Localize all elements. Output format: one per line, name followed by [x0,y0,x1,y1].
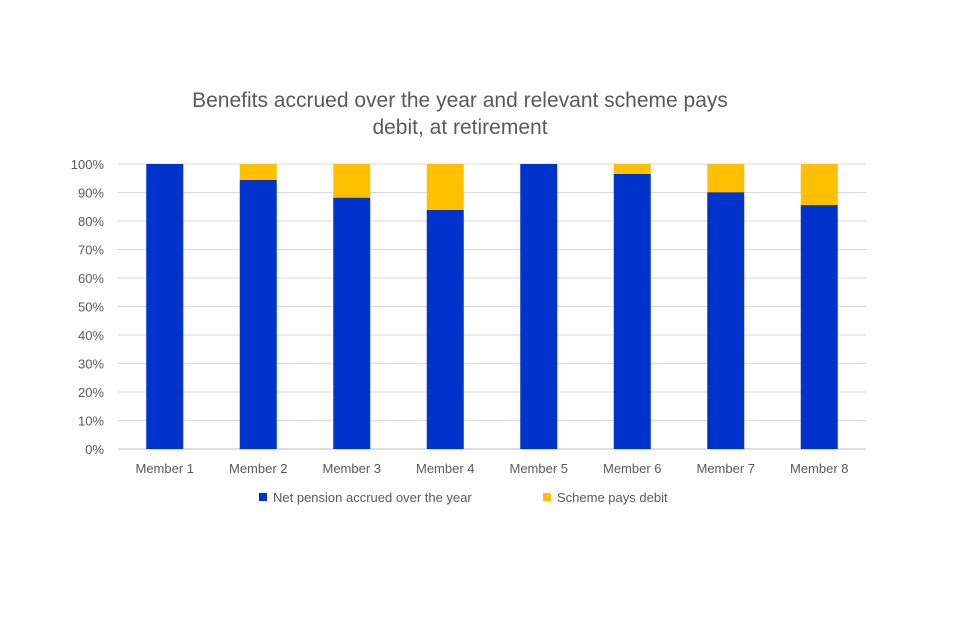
chart-title: Benefits accrued over the year and relev… [192,89,728,139]
legend-swatch [543,493,551,501]
bar-net-pension [613,173,651,449]
x-category-label: Member 4 [416,461,475,476]
y-tick-label: 30% [78,357,104,372]
bar-scheme-pays-debit [333,164,371,198]
y-tick-label: 80% [78,214,104,229]
y-axis-tick-labels: 0% 10% 20% 30% 40% 50% 60% 70% 80% 90% 100% [71,157,105,457]
bar-net-pension [426,209,464,449]
x-category-label: Member 6 [603,461,662,476]
y-tick-label: 10% [78,414,104,429]
y-tick-label: 60% [78,271,104,286]
x-category-label: Member 8 [790,461,849,476]
bar-net-pension [239,179,277,449]
chart-title-line-1: Benefits accrued over the year and relev… [192,89,728,112]
bar-scheme-pays-debit [239,164,277,180]
x-category-label: Member 1 [135,461,194,476]
y-tick-label: 70% [78,243,104,258]
bar-net-pension [333,197,371,449]
bar-net-pension [520,164,558,449]
x-category-label: Member 7 [696,461,755,476]
y-tick-label: 20% [78,385,104,400]
bar-net-pension [146,164,184,449]
y-tick-label: 40% [78,328,104,343]
bar-net-pension [800,205,838,449]
legend-label: Scheme pays debit [557,490,668,505]
y-tick-label: 90% [78,186,104,201]
bar-scheme-pays-debit [613,164,651,174]
bar-net-pension [707,192,745,449]
legend-label: Net pension accrued over the year [273,490,472,505]
chart-title-line-2: debit, at retirement [372,116,547,139]
bar-scheme-pays-debit [800,164,838,206]
bar-scheme-pays-debit [426,164,464,210]
x-axis-category-labels: Member 1 Member 2 Member 3 Member 4 Member 5… [135,461,848,476]
gridlines [118,163,866,450]
legend-swatch [259,493,267,501]
y-tick-label: 0% [85,442,104,457]
bar-scheme-pays-debit [707,164,745,193]
x-category-label: Member 3 [322,461,381,476]
x-category-label: Member 5 [509,461,568,476]
bars [146,164,838,449]
y-tick-label: 50% [78,300,104,315]
legend: Net pension accrued over the year Scheme … [259,490,668,505]
x-category-label: Member 2 [229,461,288,476]
y-tick-label: 100% [71,157,105,172]
